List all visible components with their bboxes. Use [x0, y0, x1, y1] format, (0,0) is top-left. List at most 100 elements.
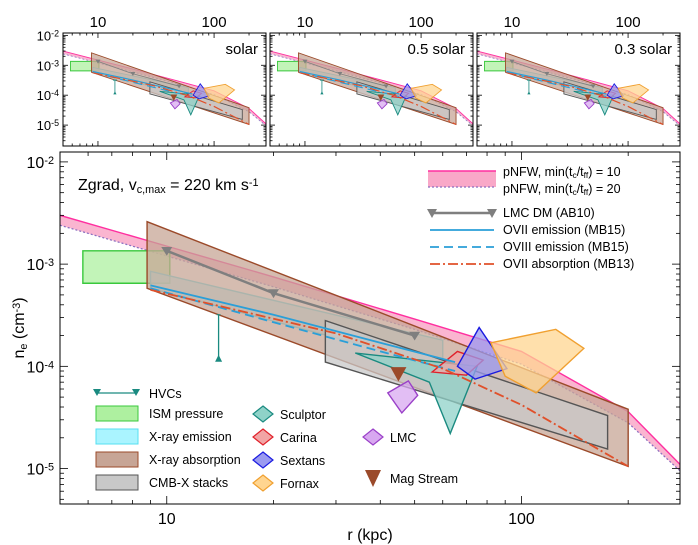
inset-panel: 10 100 0.5 solar [269, 14, 474, 147]
mag-stream-marker [377, 94, 385, 101]
inset-y-tick-label-part: 10 [37, 58, 51, 73]
inset-y-tick-label: 10-3 [37, 58, 59, 73]
ovii-emission-mb15--line [299, 70, 400, 95]
legend-label-part: CMB-X stacks [149, 476, 228, 490]
legend-label-part: Sculptor [280, 408, 326, 422]
pnfw-band [270, 51, 473, 126]
plot-frame [59, 151, 681, 505]
legend-label: CMB-X stacks [149, 476, 228, 490]
y-tick-label-part: 10 [27, 462, 45, 479]
y-tick-label: 10-3 [27, 257, 54, 274]
hvc-marker [215, 354, 223, 362]
mag-stream-marker [584, 94, 592, 101]
pnfw-band [63, 51, 266, 126]
inset-y-tick-label-part: -2 [51, 29, 59, 39]
hvc-marker [527, 91, 531, 95]
lmc-region [583, 98, 595, 110]
legend-label-part: /t [577, 182, 584, 196]
y-tick-label-part: 10 [27, 257, 45, 274]
lmc-dm-marker [383, 84, 389, 89]
legend-swatch-galaxy [252, 405, 274, 423]
lmc-dm-marker [337, 72, 343, 77]
legend-label: HVCs [149, 387, 182, 401]
plot-frame [62, 32, 267, 147]
inset-metallicity-label-part: solar [225, 41, 258, 58]
legend-swatch-galaxy [252, 474, 274, 492]
lmc-region [386, 379, 419, 415]
legend-label-part: ff [584, 187, 589, 197]
legend-swatch-region [95, 428, 139, 445]
y-tick-label-part: -3 [44, 257, 54, 269]
y-axis-label: ne (cm-3) [11, 297, 30, 358]
fornax-region [489, 328, 585, 394]
legend-label-part: ) = 20 [588, 182, 620, 196]
legend-label: Sculptor [280, 408, 326, 422]
legend-label-part: X-ray absorption [149, 453, 241, 467]
legend-label: LMC DM (AB10) [503, 206, 595, 220]
inset-x-tick-label-part: 10 [297, 14, 314, 31]
legend-marker-lmcdm [427, 209, 437, 218]
legend-label-part: X-ray emission [149, 430, 232, 444]
x-axis-label-part: r (kpc) [347, 527, 392, 544]
inset-x-tick-label: 10 [504, 14, 521, 31]
legend-label-part: ) = 10 [588, 165, 620, 179]
lmc-dm-marker [409, 331, 421, 341]
fornax-region [203, 83, 236, 104]
y-tick-label: 10-5 [27, 461, 54, 478]
inset-y-tick-label: 10-4 [37, 88, 59, 103]
mag-stream-marker [390, 367, 407, 382]
lmc-dm-marker [176, 84, 182, 89]
legend-label-part: HVCs [149, 387, 182, 401]
legend-marker-hvc [132, 389, 140, 396]
legend-swatch-region [95, 474, 139, 491]
fornax-region [617, 83, 650, 104]
inset-y-tick-label: 10-2 [37, 28, 59, 43]
inset-x-tick-label-part: 100 [616, 14, 641, 31]
legend-label: X-ray absorption [149, 453, 241, 467]
inset-x-tick-label: 100 [616, 14, 641, 31]
ovii-emission-mb15--line [506, 70, 607, 95]
oviii-emission-mb15--line [150, 287, 456, 372]
lmc-region [169, 98, 181, 110]
legend-label-part: c [572, 170, 577, 180]
inset-y-tick-label-part: -3 [51, 59, 59, 69]
inset-x-tick-label: 10 [90, 14, 107, 31]
plot-frame [476, 32, 681, 147]
legend-label-part: LMC [390, 431, 416, 445]
inset-metallicity-label-part: 0.3 solar [614, 41, 672, 58]
ovii-absorption-mb13--line [506, 72, 664, 125]
legend-label: Fornax [280, 477, 320, 491]
ovii-absorption-mb13--line [299, 72, 457, 125]
legend-swatch-pnfw [428, 171, 496, 187]
inset-y-tick-label-part: -5 [51, 119, 59, 129]
legend-label-part: c [572, 187, 577, 197]
inset-y-tick-label-part: -4 [51, 89, 59, 99]
inset-y-tick-label: 10-5 [37, 118, 59, 133]
legend-label-part: pNFW, min(t [503, 182, 573, 196]
legend-label-part: /t [577, 165, 584, 179]
legend-marker-hvc [93, 389, 101, 396]
inset-x-tick-label-part: 10 [504, 14, 521, 31]
legend-swatch-region [95, 405, 139, 422]
y-axis-label-part: -3 [11, 303, 23, 313]
ovii-absorption-mb13--line [150, 288, 629, 468]
y-tick-label-part: -2 [44, 155, 54, 167]
legend-label-part: OVIII emission (MB15) [503, 240, 629, 254]
inset-y-tick-label-part: 10 [37, 88, 51, 103]
legend-label-part: OVII absorption (MB13) [503, 257, 634, 271]
plot-frame [269, 32, 474, 147]
model-annotation: Zgrad, vc,max = 220 km s-1 [78, 177, 259, 196]
legend-swatch-galaxy [362, 428, 384, 446]
x-tick-label: 10 [158, 511, 176, 528]
inset-metallicity-label: 0.5 solar [407, 41, 465, 58]
inset-y-tick-label-part: 10 [37, 118, 51, 133]
legend-label-part: Sextans [280, 454, 325, 468]
y-tick-label-part: -4 [44, 359, 54, 371]
pnfw-band [477, 51, 680, 126]
legend-label-part: OVII emission (MB15) [503, 223, 625, 237]
